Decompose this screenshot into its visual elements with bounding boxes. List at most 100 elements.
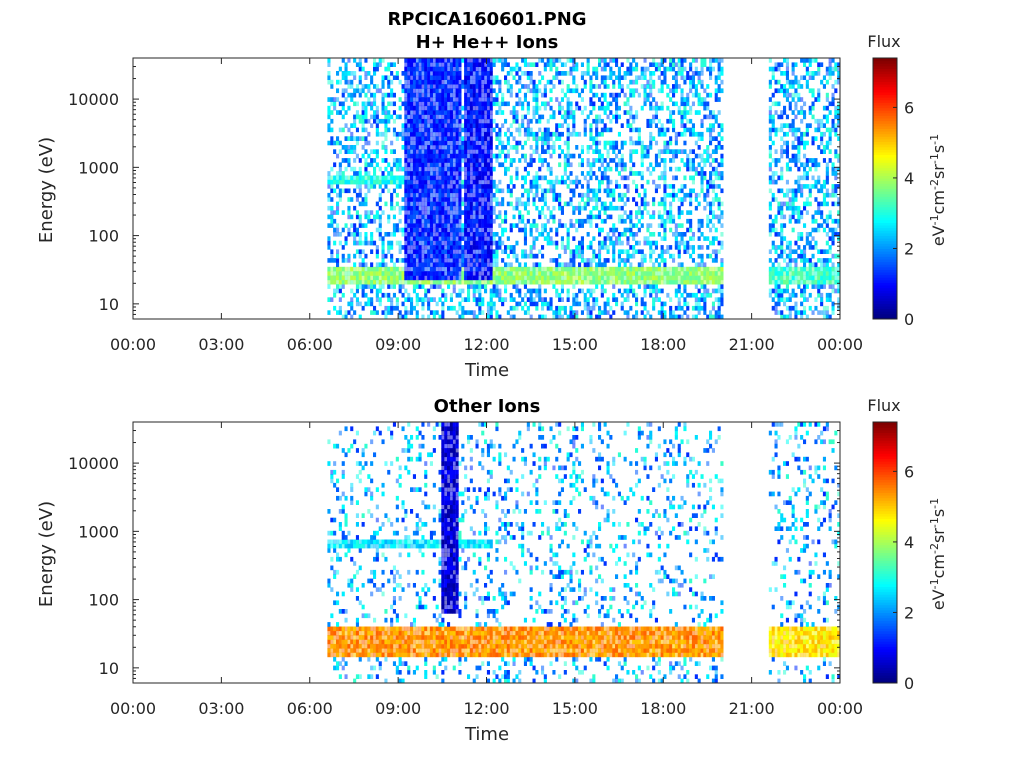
heatmap-cell (375, 266, 379, 272)
heatmap-cell (344, 310, 348, 315)
heatmap-cell (464, 297, 468, 302)
heatmap-cell (595, 123, 599, 128)
heatmap-cell (637, 271, 641, 276)
heatmap-cell (336, 97, 340, 102)
heatmap-cell (720, 240, 724, 246)
heatmap-cell (444, 262, 448, 268)
heatmap-cell (646, 266, 650, 272)
heatmap-cell (626, 292, 630, 298)
heatmap-cell (620, 75, 624, 80)
heatmap-cell (535, 271, 539, 276)
heatmap-cell (711, 288, 715, 294)
heatmap-cell (392, 279, 396, 285)
heatmap-cell (563, 223, 567, 228)
heatmap-cell (438, 105, 442, 111)
heatmap-cell (709, 179, 713, 185)
heatmap-cell (555, 232, 559, 237)
heatmap-cell (592, 205, 596, 211)
heatmap-cell (615, 275, 619, 281)
heatmap-cell (654, 297, 658, 302)
heatmap-cell (407, 92, 411, 98)
heatmap-cell (415, 58, 419, 63)
heatmap-cell (694, 192, 698, 198)
heatmap-cell (720, 301, 724, 307)
heatmap-cell (438, 236, 442, 241)
heatmap-cell (652, 240, 656, 246)
heatmap-cell (464, 179, 468, 185)
heatmap-cell (683, 175, 687, 181)
heatmap-cell (367, 171, 371, 176)
heatmap-cell (523, 140, 527, 146)
heatmap-cell (447, 136, 451, 141)
heatmap-cell (606, 179, 610, 185)
heatmap-cell (458, 271, 462, 276)
heatmap-cell (680, 314, 684, 320)
heatmap-cell (538, 153, 542, 159)
heatmap-cell (523, 232, 527, 237)
heatmap-cell (469, 205, 473, 211)
heatmap-cell (558, 145, 562, 150)
heatmap-cell (635, 188, 639, 194)
heatmap-cell (421, 314, 425, 320)
heatmap-cell (421, 97, 425, 102)
heatmap-cell (338, 171, 342, 176)
heatmap-cell (469, 249, 473, 254)
heatmap-cell (441, 149, 445, 154)
heatmap-cell (424, 240, 428, 246)
heatmap-cell (373, 218, 377, 224)
heatmap-cell (364, 292, 368, 298)
heatmap-cell (484, 66, 488, 72)
heatmap-cell (427, 140, 431, 146)
heatmap-cell (441, 197, 445, 202)
heatmap-cell (373, 214, 377, 220)
heatmap-cell (609, 110, 613, 115)
heatmap-cell (555, 288, 559, 294)
heatmap-cell (418, 179, 422, 185)
heatmap-cell (472, 105, 476, 111)
heatmap-cell (464, 127, 468, 133)
heatmap-cell (632, 92, 636, 98)
heatmap-cell (478, 71, 482, 76)
heatmap-cell (595, 201, 599, 207)
heatmap-cell (458, 101, 462, 107)
heatmap-cell (438, 258, 442, 263)
heatmap-cell (526, 288, 530, 294)
heatmap-cell (455, 214, 459, 220)
heatmap-cell (336, 232, 340, 237)
heatmap-cell (657, 62, 661, 67)
heatmap-cell (407, 62, 411, 67)
heatmap-cell (418, 227, 422, 233)
heatmap-cell (623, 218, 627, 224)
heatmap-cell (626, 97, 630, 102)
heatmap-cell (543, 188, 547, 194)
heatmap-cell (467, 184, 471, 189)
heatmap-cell (438, 297, 442, 302)
heatmap-cell (452, 140, 456, 146)
heatmap-cell (677, 197, 681, 202)
heatmap-cell (464, 175, 468, 181)
heatmap-cell (632, 271, 636, 276)
heatmap-cell (415, 314, 419, 320)
heatmap-cell (336, 288, 340, 294)
heatmap-cell (435, 232, 439, 237)
heatmap-cell (464, 75, 468, 80)
heatmap-cell (455, 175, 459, 181)
heatmap-cell (768, 105, 772, 111)
heatmap-cell (635, 75, 639, 80)
heatmap-cell (680, 131, 684, 137)
heatmap-cell (501, 201, 505, 207)
heatmap-cell (552, 145, 556, 150)
heatmap-cell (469, 271, 473, 276)
heatmap-cell (387, 284, 391, 289)
heatmap-cell (484, 275, 488, 281)
heatmap-cell (467, 162, 471, 168)
heatmap-cell (336, 266, 340, 272)
heatmap-cell (475, 62, 479, 67)
heatmap-cell (452, 236, 456, 241)
heatmap-cell (478, 101, 482, 107)
heatmap-cell (484, 127, 488, 133)
heatmap-cell (449, 218, 453, 224)
heatmap-cell (469, 210, 473, 215)
heatmap-cell (538, 314, 542, 320)
heatmap-cell (609, 192, 613, 198)
